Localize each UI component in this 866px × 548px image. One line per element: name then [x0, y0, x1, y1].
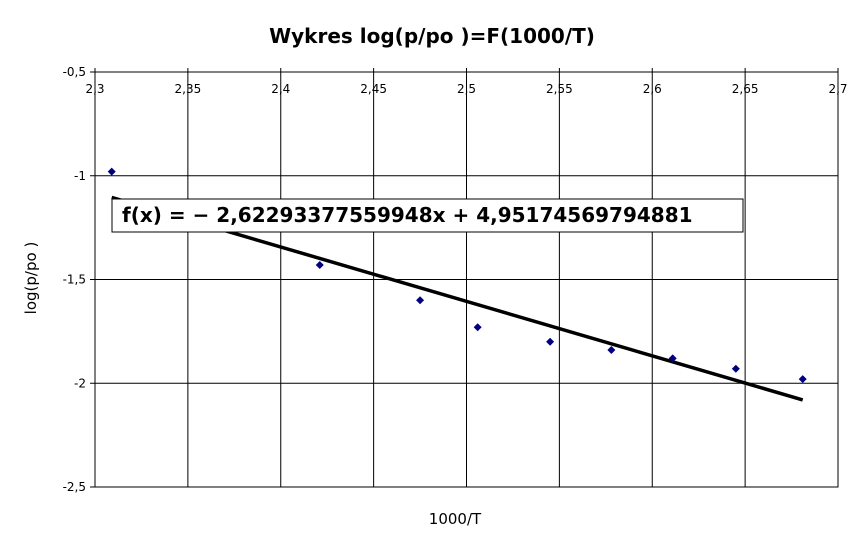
y-tick-label: -2,5 [63, 480, 86, 494]
data-point [416, 296, 425, 305]
y-tick-label: -1,5 [63, 273, 86, 287]
data-point [107, 167, 116, 176]
x-tick-label: 2,4 [271, 82, 290, 96]
data-point [607, 346, 616, 355]
x-axis-label: 1000/T [429, 510, 482, 528]
y-tick-label: -2 [74, 376, 86, 390]
x-tick-labels: 2,3 2,35 2,4 2,45 2,5 2,55 2,6 2,65 2,7 [85, 82, 847, 96]
x-tick-label: 2,35 [175, 82, 202, 96]
x-tick-label: 2,65 [732, 82, 759, 96]
x-tick-label: 2,45 [360, 82, 387, 96]
trendline-equation: f(x) = − 2,62293377559948x + 4,951745697… [122, 203, 693, 227]
data-point [473, 323, 482, 332]
y-tick-labels: -0,5 -1 -1,5 -2 -2,5 [63, 65, 86, 494]
y-axis-label: log(p/po ) [22, 242, 40, 315]
data-point [546, 337, 555, 346]
y-tick-label: -0,5 [63, 65, 86, 79]
x-tick-label: 2,7 [828, 82, 847, 96]
plot-area-border [94, 71, 839, 488]
data-point [315, 260, 324, 269]
x-tick-label: 2,3 [85, 82, 104, 96]
x-tick-label: 2,6 [643, 82, 662, 96]
chart-title: Wykres log(p/po )=F(1000/T) [269, 24, 595, 48]
x-tick-label: 2,55 [546, 82, 573, 96]
equation-box-border [111, 198, 744, 233]
x-tick-label: 2,5 [457, 82, 476, 96]
data-point [798, 375, 807, 384]
equation-box: f(x) = − 2,62293377559948x + 4,951745697… [111, 198, 744, 233]
data-point [668, 354, 677, 363]
grid [90, 68, 839, 488]
data-points [107, 167, 807, 384]
y-tick-label: -1 [74, 169, 86, 183]
data-point [731, 364, 740, 373]
